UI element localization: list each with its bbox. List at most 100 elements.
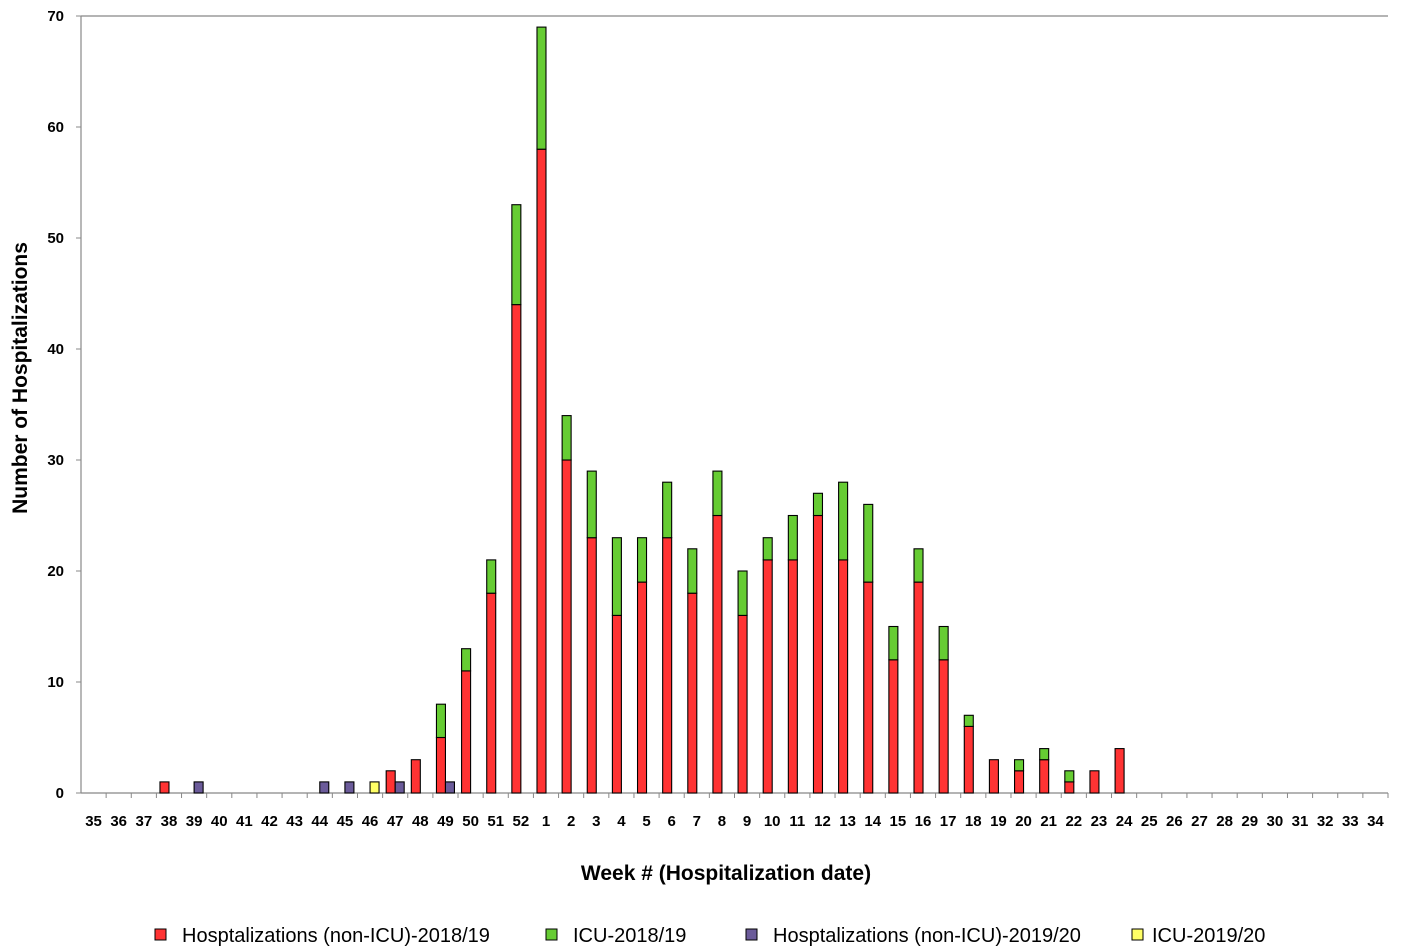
x-tick-label: 49 bbox=[437, 813, 454, 830]
bar-segment bbox=[812, 514, 824, 794]
bar-segment bbox=[611, 614, 622, 794]
bar-segment bbox=[863, 581, 874, 794]
x-tick-label: 51 bbox=[487, 813, 504, 830]
bar-segment bbox=[963, 725, 974, 794]
y-tick-label: 70 bbox=[47, 8, 64, 25]
bar-segment bbox=[963, 714, 974, 727]
x-tick-label: 4 bbox=[617, 813, 626, 830]
bar-segment bbox=[461, 670, 472, 794]
x-tick-label: 6 bbox=[667, 813, 675, 830]
legend-swatch bbox=[154, 928, 167, 941]
bar-segment bbox=[737, 614, 748, 794]
x-tick-label: 2 bbox=[567, 813, 575, 830]
bar-segment bbox=[486, 592, 497, 794]
x-tick-label: 11 bbox=[789, 813, 805, 830]
bar-segment bbox=[561, 415, 572, 461]
x-tick-label: 32 bbox=[1317, 813, 1334, 830]
x-tick-label: 42 bbox=[261, 813, 278, 830]
bar-segment bbox=[1013, 770, 1025, 794]
x-tick-label: 35 bbox=[85, 813, 102, 830]
bar-segment bbox=[410, 759, 421, 794]
y-tick-label: 60 bbox=[47, 119, 64, 136]
y-tick-label: 50 bbox=[47, 230, 64, 247]
x-tick-label: 36 bbox=[110, 813, 127, 830]
x-tick-label: 43 bbox=[286, 813, 303, 830]
bar-segment bbox=[344, 781, 355, 794]
bar-segment bbox=[1013, 759, 1025, 772]
bar-segment bbox=[385, 770, 396, 794]
x-tick-label: 28 bbox=[1216, 813, 1233, 830]
x-tick-label: 14 bbox=[864, 813, 881, 830]
x-tick-label: 21 bbox=[1040, 813, 1057, 830]
bar-segment bbox=[863, 503, 874, 583]
x-tick-label: 24 bbox=[1116, 813, 1133, 830]
x-tick-label: 1 bbox=[542, 813, 550, 830]
bar-segment bbox=[394, 781, 405, 794]
bar-segment bbox=[1064, 770, 1075, 783]
x-tick-label: 27 bbox=[1191, 813, 1208, 830]
x-tick-label: 40 bbox=[211, 813, 228, 830]
bar-segment bbox=[435, 736, 447, 794]
x-tick-label: 31 bbox=[1292, 813, 1309, 830]
x-tick-label: 12 bbox=[814, 813, 831, 830]
y-tick-label: 30 bbox=[47, 452, 64, 469]
bar-segment bbox=[913, 548, 924, 583]
bar-segment bbox=[812, 492, 824, 517]
x-tick-label: 45 bbox=[337, 813, 354, 830]
x-tick-label: 52 bbox=[513, 813, 530, 830]
legend-label: ICU-2019/20 bbox=[1152, 925, 1265, 947]
x-tick-label: 50 bbox=[462, 813, 479, 830]
legend-label: ICU-2018/19 bbox=[573, 925, 686, 947]
y-axis-ticks: 0 10 20 30 40 50 60 70 bbox=[47, 8, 81, 802]
bar-segment bbox=[511, 204, 522, 306]
bar-segment bbox=[636, 537, 648, 583]
x-tick-label: 5 bbox=[642, 813, 650, 830]
bar-segment bbox=[1039, 748, 1050, 761]
x-tick-label: 46 bbox=[362, 813, 379, 830]
bar-segment bbox=[586, 470, 597, 539]
bar-segment bbox=[159, 781, 170, 794]
x-tick-label: 10 bbox=[764, 813, 781, 830]
bar-segment bbox=[838, 481, 849, 561]
bar-segment bbox=[687, 548, 698, 594]
bar-segment bbox=[511, 304, 522, 794]
bar-segment bbox=[1039, 759, 1050, 794]
bar-segment bbox=[787, 559, 798, 794]
x-tick-label: 41 bbox=[236, 813, 253, 830]
x-tick-label: 48 bbox=[412, 813, 429, 830]
bar-segment bbox=[888, 625, 899, 661]
x-tick-label: 17 bbox=[940, 813, 957, 830]
legend-swatch bbox=[745, 928, 758, 941]
legend: Hosptalizations (non-ICU)-2018/19 ICU-201… bbox=[154, 925, 1265, 947]
bar-segment bbox=[561, 459, 572, 794]
bar-segment bbox=[838, 559, 849, 794]
bar-segment bbox=[1089, 770, 1100, 794]
bar-segment bbox=[938, 659, 949, 794]
x-tick-label: 26 bbox=[1166, 813, 1183, 830]
bar-segment bbox=[1064, 781, 1075, 794]
bar-segment bbox=[762, 559, 773, 794]
x-tick-label: 34 bbox=[1367, 813, 1384, 830]
bar-segment bbox=[536, 148, 547, 794]
legend-swatch bbox=[1131, 928, 1144, 941]
bar-segment bbox=[787, 514, 798, 561]
y-tick-label: 40 bbox=[47, 341, 64, 358]
x-tick-label: 9 bbox=[743, 813, 751, 830]
legend-swatch bbox=[545, 928, 558, 941]
x-tick-label: 15 bbox=[890, 813, 907, 830]
x-tick-label: 33 bbox=[1342, 813, 1359, 830]
x-tick-label: 22 bbox=[1065, 813, 1082, 830]
bar-segment bbox=[687, 592, 698, 794]
bar-segment bbox=[193, 781, 204, 794]
y-tick-label: 20 bbox=[47, 563, 64, 580]
bar-segment bbox=[888, 659, 899, 794]
x-tick-label: 30 bbox=[1267, 813, 1284, 830]
x-tick-label: 16 bbox=[915, 813, 932, 830]
bar-segment bbox=[938, 625, 949, 661]
bar-segment bbox=[913, 581, 924, 794]
bar-segment bbox=[762, 537, 773, 561]
x-tick-label: 8 bbox=[718, 813, 726, 830]
bar-segment bbox=[988, 759, 999, 794]
x-tick-label: 37 bbox=[135, 813, 152, 830]
bar-segment bbox=[319, 781, 330, 794]
